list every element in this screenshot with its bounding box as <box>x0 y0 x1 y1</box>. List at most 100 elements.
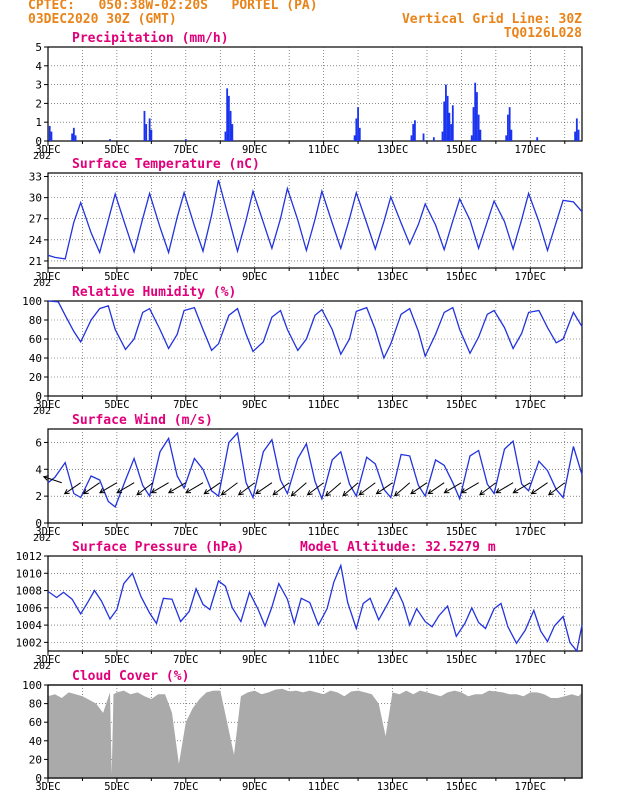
precip-ytick-label: 1 <box>35 116 42 129</box>
wind-arrow-head <box>460 488 467 494</box>
precip-bar <box>508 107 511 141</box>
temp-ytick-label: 21 <box>29 255 42 268</box>
wind-arrow <box>548 482 566 496</box>
temp-xtick-label: 9DEC <box>242 271 267 283</box>
temp-xtick-label: 15DEC <box>446 271 478 283</box>
wind-arrow-head <box>255 489 261 495</box>
pres-ytick-label: 1010 <box>16 567 43 580</box>
cloud-frame-top <box>47 684 583 779</box>
precip-bar <box>476 92 478 141</box>
precip-bar <box>231 124 234 141</box>
precip-bar <box>441 131 444 141</box>
rh-ytick-label: 100 <box>22 295 42 308</box>
temp-frame <box>47 172 583 269</box>
rh-ytick-label: 40 <box>29 352 42 365</box>
precip-bar <box>224 131 227 141</box>
cloud-ytick-label: 40 <box>29 735 42 748</box>
precip-bar <box>355 118 358 141</box>
wind-arrow <box>376 482 393 495</box>
wind-arrow <box>531 482 548 495</box>
precip-bar <box>353 135 356 141</box>
rh-title: Relative Humidity (%) <box>72 285 236 300</box>
wind-arrow <box>410 482 428 495</box>
wind-arrow-head <box>358 489 365 496</box>
precip-xtick-label: 11DEC <box>308 144 340 156</box>
wind-arrow <box>307 482 324 496</box>
wind-ytick-label: 6 <box>35 436 42 449</box>
wind-arrow-head <box>42 475 49 481</box>
precip-bar <box>477 114 480 141</box>
cloud-xtick-label: 13DEC <box>377 781 409 793</box>
rh-cut-label: 202 <box>33 406 51 417</box>
precip-ytick-label: 2 <box>35 97 42 110</box>
temp-ytick-label: 27 <box>29 213 42 226</box>
rh-ytick-label: 20 <box>29 371 42 384</box>
precip-bar <box>470 135 473 141</box>
rh-xtick-label: 13DEC <box>377 399 409 411</box>
precip-bar <box>358 127 361 141</box>
pres-xtick-label: 7DEC <box>173 654 198 666</box>
cloud-xtick-label: 3DEC <box>35 781 60 793</box>
precip-bar <box>184 139 187 141</box>
precip-bar <box>448 112 451 141</box>
temp-ytick-label: 24 <box>29 234 43 247</box>
pres-ytick-label: 1012 <box>16 550 43 563</box>
pres-title: Surface Pressure (hPa) <box>72 540 244 555</box>
wind-arrow <box>185 482 204 494</box>
pres-ytick-label: 1008 <box>16 585 43 598</box>
pres-subtitle: Model Altitude: 32.5279 m <box>300 540 496 555</box>
cloud-title: Cloud Cover (%) <box>72 669 189 684</box>
precip-bar <box>410 135 413 141</box>
precip-bar <box>574 131 577 141</box>
pres-xtick-label: 11DEC <box>308 654 340 666</box>
precip-bar <box>74 135 77 141</box>
run-date: 03DEC2020 30Z (GMT) <box>28 12 177 27</box>
precip-bar <box>150 129 153 141</box>
precip-xtick-label: 15DEC <box>446 144 478 156</box>
wind-ytick-label: 0 <box>35 517 42 530</box>
wind-arrow <box>461 482 479 494</box>
precip-bar <box>446 95 449 141</box>
wind-arrow <box>116 482 135 494</box>
cloud-xtick-label: 11DEC <box>308 781 340 793</box>
wind-arrow-head <box>237 489 244 496</box>
wind-arrow-head <box>203 489 210 495</box>
wind-arrow <box>64 482 82 495</box>
pres-ytick-label: 1006 <box>16 602 43 615</box>
precip-xtick-label: 7DEC <box>173 144 198 156</box>
wind-arrow-head <box>306 489 313 496</box>
precip-bar <box>357 107 359 141</box>
wind-arrow-head <box>290 490 297 497</box>
cloud-ytick-label: 20 <box>29 753 42 766</box>
rh-xtick-label: 5DEC <box>104 399 129 411</box>
rh-ytick-label: 80 <box>29 314 42 327</box>
cloud-xtick-label: 15DEC <box>446 781 478 793</box>
rh-series-line <box>47 300 583 360</box>
pres-series-line <box>47 563 583 653</box>
precip-xtick-label: 9DEC <box>242 144 267 156</box>
precip-xtick-label: 17DEC <box>515 144 547 156</box>
cloud-ytick-label: 80 <box>29 698 42 711</box>
cloud-xtick-label: 7DEC <box>173 781 198 793</box>
cloud-xtick-label: 9DEC <box>242 781 267 793</box>
precip-bar <box>227 95 230 141</box>
pres-xtick-label: 17DEC <box>515 654 547 666</box>
precip-bar <box>451 105 454 141</box>
wind-xtick-label: 9DEC <box>242 526 267 538</box>
precip-bar <box>432 137 435 141</box>
precip-ytick-label: 5 <box>35 41 42 54</box>
precip-bar <box>109 139 111 141</box>
wind-arrow <box>325 482 342 497</box>
temp-cut-label: 202 <box>33 278 51 289</box>
wind-arrow-head <box>116 488 123 494</box>
precip-bar <box>450 124 452 141</box>
wind-arrow-head <box>375 489 382 495</box>
precip-bar <box>575 118 578 141</box>
pres-ytick-label: 1002 <box>16 636 43 649</box>
precip-xtick-label: 5DEC <box>104 144 129 156</box>
wind-xtick-label: 5DEC <box>104 526 129 538</box>
wind-arrow <box>136 482 154 496</box>
precip-bar <box>507 114 509 141</box>
precip-bar <box>145 124 148 141</box>
